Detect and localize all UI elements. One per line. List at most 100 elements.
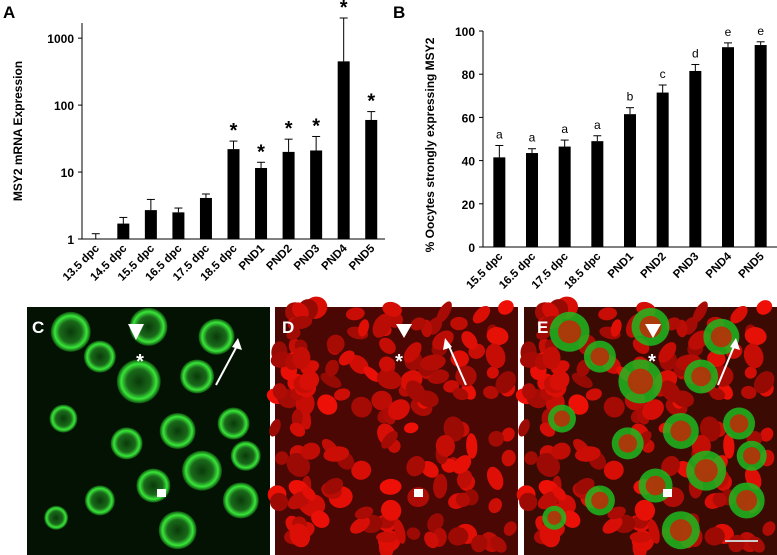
oocyte-nucleus <box>627 368 654 395</box>
arrow-marker-c <box>215 343 239 386</box>
chart-b-group-letter: a <box>561 122 568 136</box>
nucleus <box>380 499 402 521</box>
nucleus <box>404 422 419 434</box>
nucleus <box>317 394 338 415</box>
oocyte <box>136 468 171 503</box>
oocyte <box>159 413 196 449</box>
nucleus <box>372 313 392 338</box>
panel-letter-d: D <box>282 318 294 337</box>
nucleus <box>448 527 469 546</box>
square-marker-d <box>414 489 423 497</box>
chart-a-category-label: PND4 <box>320 242 351 273</box>
nucleus <box>461 331 478 350</box>
oocyte <box>83 340 116 373</box>
nucleus <box>629 531 651 543</box>
oocyte-nucleus <box>645 475 666 496</box>
nucleus <box>289 422 306 437</box>
chart-b-group-letter: e <box>757 24 764 38</box>
nucleus <box>450 350 469 368</box>
chart-b-bar <box>689 70 702 248</box>
nucleus <box>358 319 369 337</box>
chart-a-bar <box>199 197 212 239</box>
nucleus <box>712 492 727 507</box>
chart-b-group-letter: a <box>594 118 601 132</box>
nucleus <box>450 316 468 331</box>
nucleus <box>741 385 757 399</box>
oocyte <box>180 359 215 394</box>
nucleus <box>536 328 551 340</box>
nucleus <box>524 451 538 465</box>
nucleus <box>379 337 396 354</box>
square-marker-c <box>157 489 166 497</box>
nucleus <box>405 380 426 403</box>
nucleus <box>483 385 499 399</box>
asterisk-marker-d: * <box>395 351 403 373</box>
arrowhead-marker-e <box>645 324 661 338</box>
arrow-marker-e-head <box>730 338 740 350</box>
chart-b-bar <box>526 153 538 247</box>
oocyte <box>49 404 78 433</box>
nucleus <box>728 534 745 553</box>
nucleus <box>486 326 509 346</box>
arrowhead-marker-c <box>128 324 144 340</box>
chart-b-category-label: PND4 <box>704 250 735 281</box>
oocyte-nucleus <box>694 459 718 483</box>
chart-b-group-letter: e <box>725 25 732 39</box>
nucleus <box>406 527 421 540</box>
nucleus <box>709 387 725 401</box>
nucleus <box>269 419 281 437</box>
nucleus <box>495 371 516 394</box>
nucleus <box>338 350 355 366</box>
panel-letter-c: C <box>32 318 44 337</box>
oocyte <box>181 450 222 491</box>
nucleus <box>712 365 734 387</box>
nucleus <box>350 516 371 534</box>
chart-b-category-label: PND1 <box>606 250 637 281</box>
oocyte-nucleus <box>591 491 609 510</box>
nucleus <box>275 451 289 465</box>
chart-b-bar <box>624 114 636 247</box>
oocyte-nucleus <box>743 447 761 465</box>
micrograph-d: D * <box>266 296 518 555</box>
nucleus <box>453 455 472 474</box>
nucleus <box>519 492 538 512</box>
chart-a-bar <box>337 61 350 239</box>
nucleus <box>486 466 504 490</box>
nucleus <box>704 527 725 546</box>
nucleus <box>744 366 757 379</box>
nucleus <box>692 301 708 324</box>
chart-b-group-letter: d <box>692 46 699 60</box>
chart-a-bar <box>365 119 378 239</box>
chart-b-ytick-label: 60 <box>462 111 476 125</box>
nucleus <box>455 492 470 507</box>
nucleus <box>610 319 622 337</box>
oocyte <box>116 359 161 404</box>
nucleus <box>488 498 503 514</box>
nucleus <box>743 343 764 369</box>
chart-a-category-label: PND3 <box>292 243 322 273</box>
asterisk-marker-e: * <box>648 351 656 373</box>
chart-a-bar <box>172 212 185 239</box>
chart-a-significance-mark: * <box>312 115 320 137</box>
nucleus <box>311 510 330 528</box>
nucleus <box>433 473 448 499</box>
nucleus <box>574 446 601 462</box>
nucleus <box>471 534 488 553</box>
chart-a-significance-mark: * <box>340 0 348 19</box>
nucleus <box>406 456 426 477</box>
nucleus <box>642 399 664 420</box>
nucleus <box>744 326 767 346</box>
nucleus <box>753 371 775 394</box>
nucleus <box>551 442 571 460</box>
nucleus <box>436 301 452 324</box>
chart-b-category-label: PND3 <box>671 251 701 281</box>
oocyte <box>158 511 197 550</box>
nucleus <box>320 372 342 389</box>
nucleus <box>571 372 593 389</box>
nucleus <box>723 433 735 459</box>
square-marker-e <box>663 489 672 497</box>
nucleus <box>371 390 393 411</box>
chart-b-category-label: PND2 <box>639 251 669 281</box>
oocyte-nucleus <box>557 320 582 344</box>
nucleus <box>634 499 656 521</box>
